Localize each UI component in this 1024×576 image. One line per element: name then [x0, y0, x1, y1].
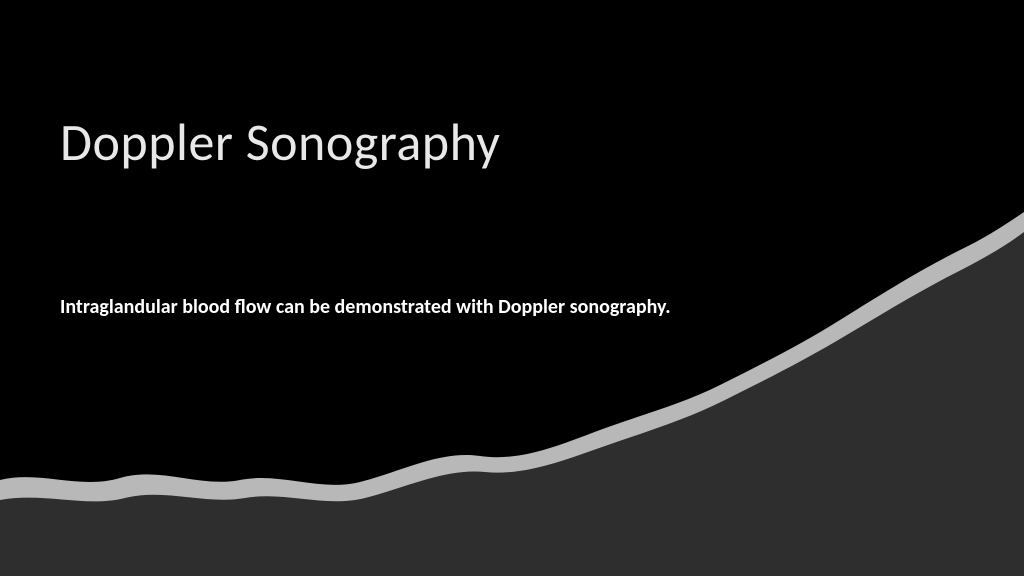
slide-subtitle: Intraglandular blood flow can be demonst…	[60, 295, 671, 319]
slide-background	[0, 0, 1024, 576]
slide-title: Doppler Sonography	[60, 110, 500, 174]
presentation-slide: Doppler Sonography Intraglandular blood …	[0, 0, 1024, 576]
